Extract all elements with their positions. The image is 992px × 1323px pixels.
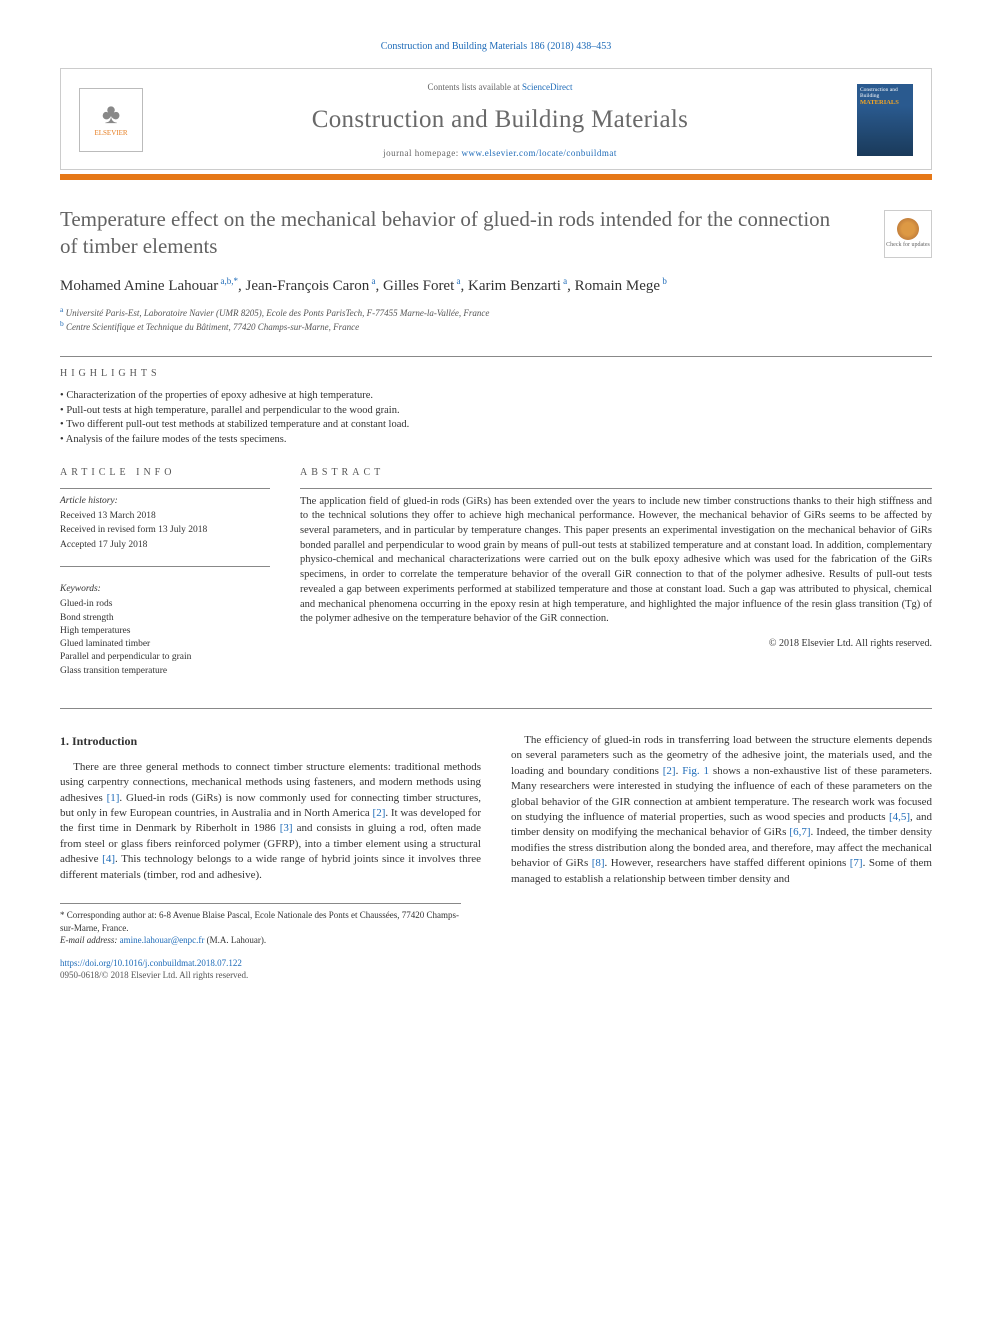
p2f: . However, researchers have staffed diff… bbox=[605, 857, 850, 869]
highlights-label: HIGHLIGHTS bbox=[60, 367, 932, 381]
highlights-block: Characterization of the properties of ep… bbox=[60, 389, 932, 448]
accepted-date: Accepted 17 July 2018 bbox=[60, 539, 270, 552]
contents-line: Contents lists available at ScienceDirec… bbox=[159, 81, 841, 94]
bottom-bar: https://doi.org/10.1016/j.conbuildmat.20… bbox=[60, 957, 932, 982]
fig-1-ref[interactable]: Fig. 1 bbox=[682, 765, 709, 777]
check-updates-badge[interactable]: Check for updates bbox=[884, 210, 932, 258]
cover-line2: MATERIALS bbox=[860, 99, 910, 106]
homepage-link[interactable]: www.elsevier.com/locate/conbuildmat bbox=[462, 148, 617, 158]
abstract-label: ABSTRACT bbox=[300, 466, 932, 480]
journal-name: Construction and Building Materials bbox=[159, 102, 841, 137]
doi-link[interactable]: https://doi.org/10.1016/j.conbuildmat.20… bbox=[60, 958, 242, 968]
check-updates-label: Check for updates bbox=[886, 242, 930, 250]
issn-copyright: 0950-0618/© 2018 Elsevier Ltd. All right… bbox=[60, 970, 248, 980]
elsevier-logo: ♣ ELSEVIER bbox=[79, 88, 143, 152]
sciencedirect-link[interactable]: ScienceDirect bbox=[522, 82, 572, 92]
contents-prefix: Contents lists available at bbox=[428, 82, 520, 92]
keywords-label: Keywords: bbox=[60, 583, 270, 596]
revised-date: Received in revised form 13 July 2018 bbox=[60, 524, 270, 537]
email-label: E-mail address: bbox=[60, 935, 117, 945]
publisher-name: ELSEVIER bbox=[94, 129, 127, 139]
received-date: Received 13 March 2018 bbox=[60, 510, 270, 523]
homepage-prefix: journal homepage: bbox=[383, 148, 459, 158]
footnote-block: * Corresponding author at: 6-8 Avenue Bl… bbox=[60, 903, 461, 947]
article-info: ARTICLE INFO Article history: Received 1… bbox=[60, 466, 270, 678]
intro-para-1: There are three general methods to conne… bbox=[60, 760, 481, 883]
intro-para-2: The efficiency of glued-in rods in trans… bbox=[511, 733, 932, 887]
highlight-item: Pull-out tests at high temperature, para… bbox=[60, 404, 932, 419]
ref-3[interactable]: [3] bbox=[280, 822, 293, 834]
accent-bar bbox=[60, 174, 932, 180]
paper-title: Temperature effect on the mechanical beh… bbox=[60, 206, 932, 261]
keywords-list: Glued-in rodsBond strengthHigh temperatu… bbox=[60, 598, 270, 678]
journal-ref-link[interactable]: Construction and Building Materials 186 … bbox=[381, 41, 612, 52]
body-divider bbox=[60, 708, 932, 709]
cover-line1: Construction and Building bbox=[860, 87, 910, 99]
email-suffix: (M.A. Lahouar). bbox=[207, 935, 266, 945]
abstract-text: The application field of glued-in rods (… bbox=[300, 495, 932, 627]
info-abstract-row: ARTICLE INFO Article history: Received 1… bbox=[60, 466, 932, 678]
ref-7[interactable]: [7] bbox=[850, 857, 863, 869]
affiliations: a Université Paris-Est, Laboratoire Navi… bbox=[60, 305, 932, 334]
p1e: . This technology belongs to a wide rang… bbox=[60, 853, 481, 880]
affiliation: a Université Paris-Est, Laboratoire Navi… bbox=[60, 305, 932, 320]
authors-list: Mohamed Amine Lahouar a,b,*, Jean-Franço… bbox=[60, 275, 932, 297]
paper-title-text: Temperature effect on the mechanical beh… bbox=[60, 207, 830, 258]
author-email-link[interactable]: amine.lahouar@enpc.fr bbox=[120, 935, 205, 945]
elsevier-tree-icon: ♣ bbox=[102, 101, 120, 129]
highlight-item: Characterization of the properties of ep… bbox=[60, 389, 932, 404]
divider bbox=[60, 356, 932, 357]
keyword: High temperatures bbox=[60, 625, 270, 638]
corresponding-author: * Corresponding author at: 6-8 Avenue Bl… bbox=[60, 909, 461, 934]
ref-45[interactable]: [4,5] bbox=[889, 811, 910, 823]
highlights-list: Characterization of the properties of ep… bbox=[60, 389, 932, 448]
email-line: E-mail address: amine.lahouar@enpc.fr (M… bbox=[60, 934, 461, 947]
keyword: Glued-in rods bbox=[60, 598, 270, 611]
keyword: Parallel and perpendicular to grain bbox=[60, 651, 270, 664]
keyword: Glued laminated timber bbox=[60, 638, 270, 651]
crossmark-icon bbox=[897, 218, 919, 240]
article-info-label: ARTICLE INFO bbox=[60, 466, 270, 480]
abstract-block: ABSTRACT The application field of glued-… bbox=[300, 466, 932, 678]
ref-8[interactable]: [8] bbox=[592, 857, 605, 869]
highlight-item: Analysis of the failure modes of the tes… bbox=[60, 433, 932, 448]
history-label: Article history: bbox=[60, 495, 270, 508]
ref-2[interactable]: [2] bbox=[373, 807, 386, 819]
body-columns: 1. Introduction There are three general … bbox=[60, 733, 932, 887]
highlight-item: Two different pull-out test methods at s… bbox=[60, 418, 932, 433]
affiliation: b Centre Scientifique et Technique du Bâ… bbox=[60, 319, 932, 334]
journal-cover-thumb: Construction and Building MATERIALS bbox=[857, 84, 913, 156]
journal-homepage: journal homepage: www.elsevier.com/locat… bbox=[159, 147, 841, 160]
ref-4[interactable]: [4] bbox=[102, 853, 115, 865]
keyword: Glass transition temperature bbox=[60, 665, 270, 678]
journal-reference: Construction and Building Materials 186 … bbox=[60, 40, 932, 54]
ref-1[interactable]: [1] bbox=[107, 792, 120, 804]
copyright-line: © 2018 Elsevier Ltd. All rights reserved… bbox=[300, 637, 932, 651]
ref-67[interactable]: [6,7] bbox=[789, 826, 810, 838]
ref-2b[interactable]: [2] bbox=[663, 765, 676, 777]
keyword: Bond strength bbox=[60, 612, 270, 625]
journal-header: ♣ ELSEVIER Contents lists available at S… bbox=[60, 68, 932, 170]
intro-heading: 1. Introduction bbox=[60, 733, 481, 750]
header-middle: Contents lists available at ScienceDirec… bbox=[159, 81, 841, 159]
